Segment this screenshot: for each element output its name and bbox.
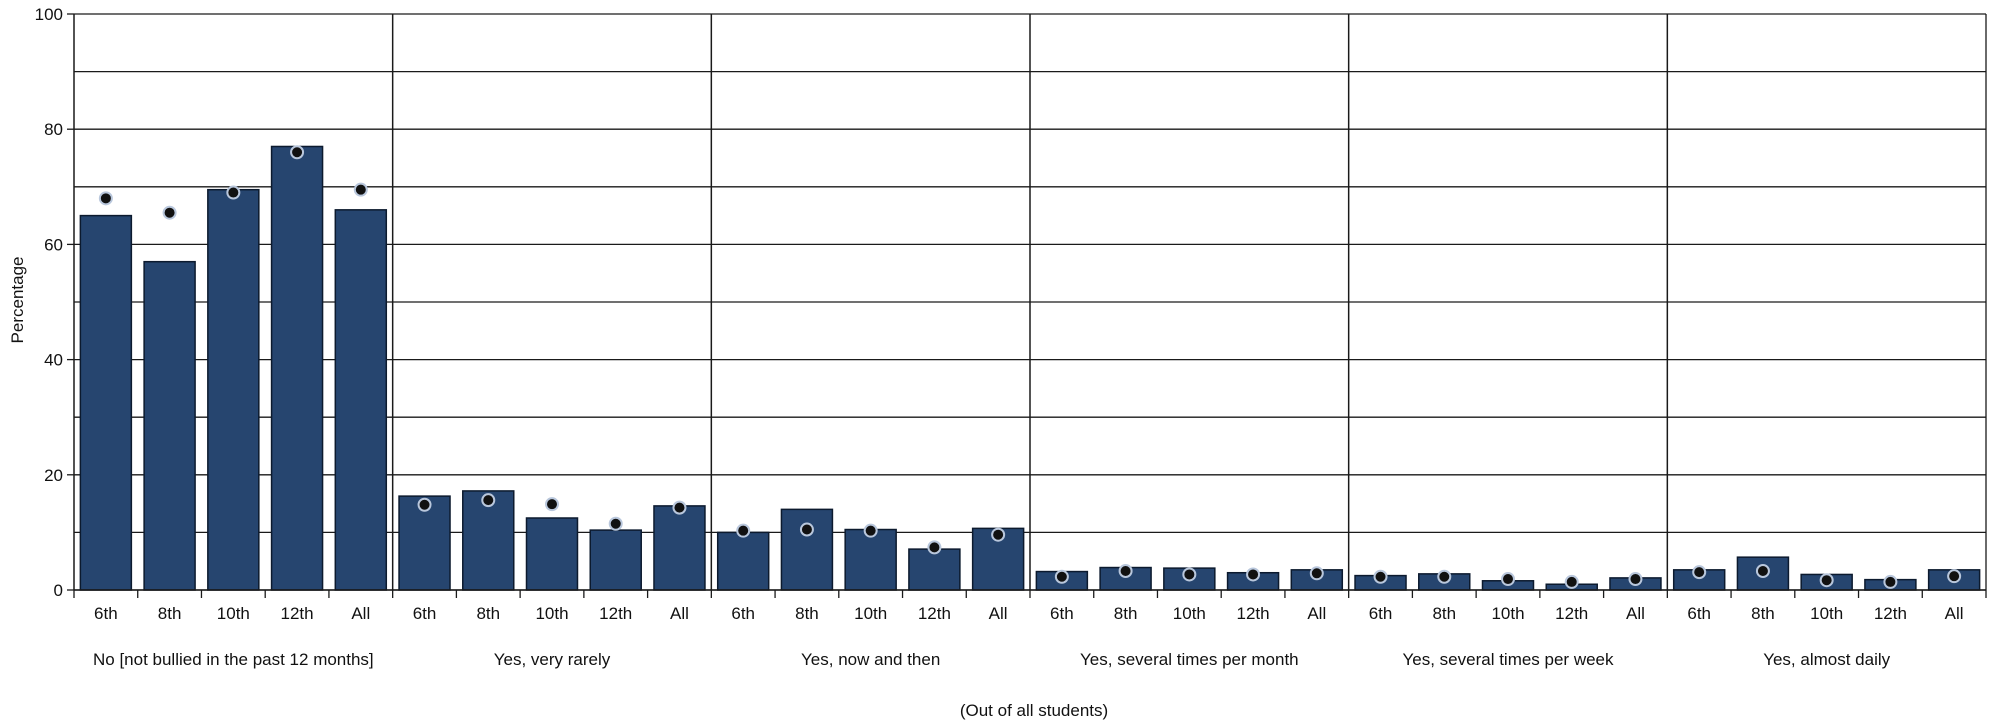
y-tick-label: 40 [44,351,63,370]
x-axis-title: (Out of all students) [960,701,1108,720]
x-tick-label: 6th [413,604,437,623]
x-tick-label: 12th [918,604,951,623]
dot-marker [1692,565,1707,580]
group-label: Yes, several times per month [1080,650,1299,669]
dot-marker [991,527,1006,542]
dot-marker [1883,574,1898,589]
x-tick-label: All [1626,604,1645,623]
bar [780,508,834,591]
dot-marker [608,516,623,531]
y-tick-label: 20 [44,466,63,485]
dot-marker [417,497,432,512]
dot-marker [1309,566,1324,581]
bar [908,548,961,591]
bar [462,490,515,591]
dot-marker [1564,574,1579,589]
dot-marker [799,522,814,537]
x-tick-label: 12th [1555,604,1588,623]
bar [207,188,260,591]
bar [398,495,451,591]
x-tick-label: 8th [1114,604,1138,623]
y-tick-label: 100 [35,5,63,24]
dot-marker [1054,569,1069,584]
dot-marker [1437,569,1452,584]
dot-marker [1819,573,1834,588]
x-tick-label: 8th [158,604,182,623]
x-tick-label: All [670,604,689,623]
bar [334,209,388,591]
x-tick-label: 8th [1432,604,1456,623]
dot-marker [162,205,177,220]
bars-layer [79,145,1981,591]
bar [79,214,133,591]
bar [525,517,579,591]
x-tick-label: 8th [476,604,500,623]
dot-marker [1947,569,1962,584]
x-tick-label: 12th [1237,604,1270,623]
dot-marker [1118,563,1133,578]
x-tick-label: All [1307,604,1326,623]
dot-marker [290,145,305,160]
bar [589,529,642,591]
dot-marker [226,185,241,200]
dot-marker [672,500,687,515]
x-tick-label: 6th [94,604,118,623]
dot-marker [863,523,878,538]
grid-layer [74,13,1987,591]
group-label: No [not bullied in the past 12 months] [93,650,374,669]
dot-marker [481,493,496,508]
x-tick-label: 8th [795,604,819,623]
x-tick-label: 10th [1491,604,1524,623]
bar [270,145,324,591]
x-tick-label: 8th [1751,604,1775,623]
x-tick-label: 6th [1050,604,1074,623]
x-tick-label: 6th [1369,604,1393,623]
x-tick-label: 10th [217,604,250,623]
group-label: Yes, now and then [801,650,940,669]
group-label: Yes, almost daily [1763,650,1890,669]
y-axis-title: Percentage [8,257,27,344]
dot-marker [353,182,368,197]
dot-marker [1373,569,1388,584]
x-tick-label: 10th [1810,604,1843,623]
group-label: Yes, several times per week [1402,650,1614,669]
x-tick-label: 12th [599,604,632,623]
y-tick-label: 0 [54,581,63,600]
y-tick-label: 60 [44,235,63,254]
bar [716,531,770,591]
dot-marker [927,540,942,555]
x-tick-label: 10th [535,604,568,623]
dot-marker [736,523,751,538]
dot-marker [1501,572,1515,587]
x-tick-label: 6th [731,604,755,623]
dot-marker [1755,563,1770,578]
dot-marker [545,497,559,512]
x-tick-label: All [351,604,370,623]
dot-marker [98,191,113,206]
x-tick-label: All [989,604,1008,623]
dot-marker [1628,572,1643,587]
group-label: Yes, very rarely [494,650,611,669]
x-tick-label: All [1945,604,1964,623]
x-tick-label: 10th [854,604,887,623]
axis-layer: 0 20 40 60 80 100 6th 8th 10th 12th All No [not bul… [35,5,1987,669]
y-tick-label: 80 [44,120,63,139]
dot-marker [1182,567,1197,582]
x-tick-label: 12th [281,604,314,623]
x-tick-label: 6th [1687,604,1711,623]
bar [653,505,706,591]
dot-marker [1246,567,1261,582]
x-tick-label: 12th [1874,604,1907,623]
bar [143,260,196,591]
x-tick-label: 10th [1173,604,1206,623]
bar [844,528,897,591]
